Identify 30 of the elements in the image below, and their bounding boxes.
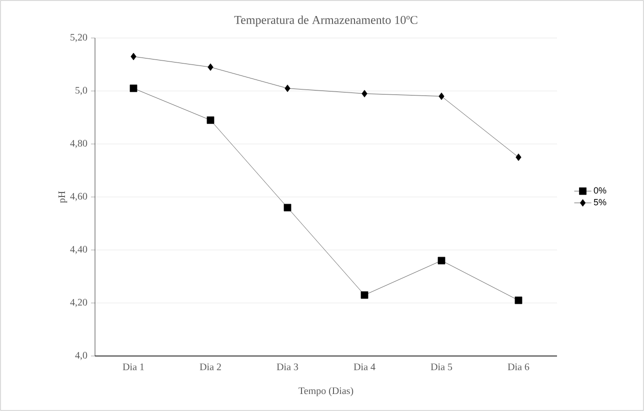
point — [284, 204, 292, 212]
point — [516, 154, 522, 161]
y-tick-label: 4,0 — [75, 352, 88, 360]
y-tick-label: 5,20 — [70, 34, 88, 42]
point — [208, 63, 214, 71]
point — [360, 291, 368, 299]
x-tick-label: Dia 1 — [122, 364, 144, 370]
point — [362, 90, 368, 98]
y-tick-label: 4,40 — [70, 246, 88, 254]
legend-label: 5% — [594, 199, 606, 206]
x-axis-title: Tempo (Dias) — [298, 387, 354, 396]
point — [284, 84, 290, 92]
legend-label: 0% — [594, 187, 606, 194]
y-tick-label: 5,0 — [76, 86, 88, 96]
point — [514, 296, 522, 304]
point — [130, 84, 138, 92]
point — [206, 116, 214, 124]
y-tick-label: 4,80 — [70, 140, 88, 148]
x-tick-label: Dia 6 — [508, 364, 530, 370]
point — [438, 92, 444, 100]
x-tick-label: Dia 3 — [276, 364, 298, 370]
y-tick-label: 4,20 — [70, 298, 88, 308]
y-axis-title: pH — [58, 191, 68, 203]
x-tick-label: Dia 2 — [200, 364, 221, 370]
point — [130, 52, 136, 60]
x-tick-label: Dia 5 — [430, 364, 452, 370]
x-tick-label: Dia 4 — [354, 364, 376, 370]
chart-title: Temperatura de Armazenamento 10ºC — [234, 16, 418, 26]
point — [438, 256, 446, 264]
y-tick-label: 4,60 — [70, 192, 88, 202]
